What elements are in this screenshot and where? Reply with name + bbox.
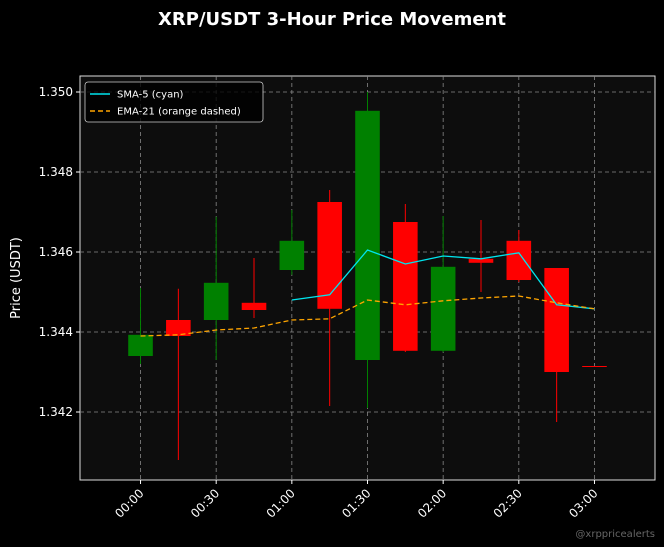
y-axis-label: Price (USDT) [9,237,24,319]
candle-body [355,110,380,360]
indicator-line [291,249,595,310]
watermark: @xrppricealerts [575,529,655,540]
candle-body [317,202,342,309]
candle-body [506,240,532,280]
candle-body [279,240,305,270]
candle-body [544,268,569,372]
candle-body [241,302,267,310]
indicator-line [140,295,595,337]
candle-body [582,366,607,367]
y-tick-label: 1.346 [39,245,73,259]
y-tick-label: 1.348 [39,165,73,179]
legend-label: SMA-5 (cyan) [117,90,184,101]
candle-body [430,266,456,351]
y-tick-label: 1.350 [39,85,73,99]
chart-title: XRP/USDT 3-Hour Price Movement [158,9,506,30]
candle-body [468,258,494,263]
candle-body [166,320,191,336]
legend-label: EMA-21 (orange dashed) [117,107,241,118]
legend: SMA-5 (cyan) EMA-21 (orange dashed) [84,81,264,123]
marks [128,92,607,460]
candle-body [393,222,418,351]
legend-box [84,81,264,123]
y-tick-label: 1.342 [39,405,73,419]
candle-body [128,334,153,356]
y-tick-label: 1.344 [39,325,73,339]
candle-body [203,282,229,320]
